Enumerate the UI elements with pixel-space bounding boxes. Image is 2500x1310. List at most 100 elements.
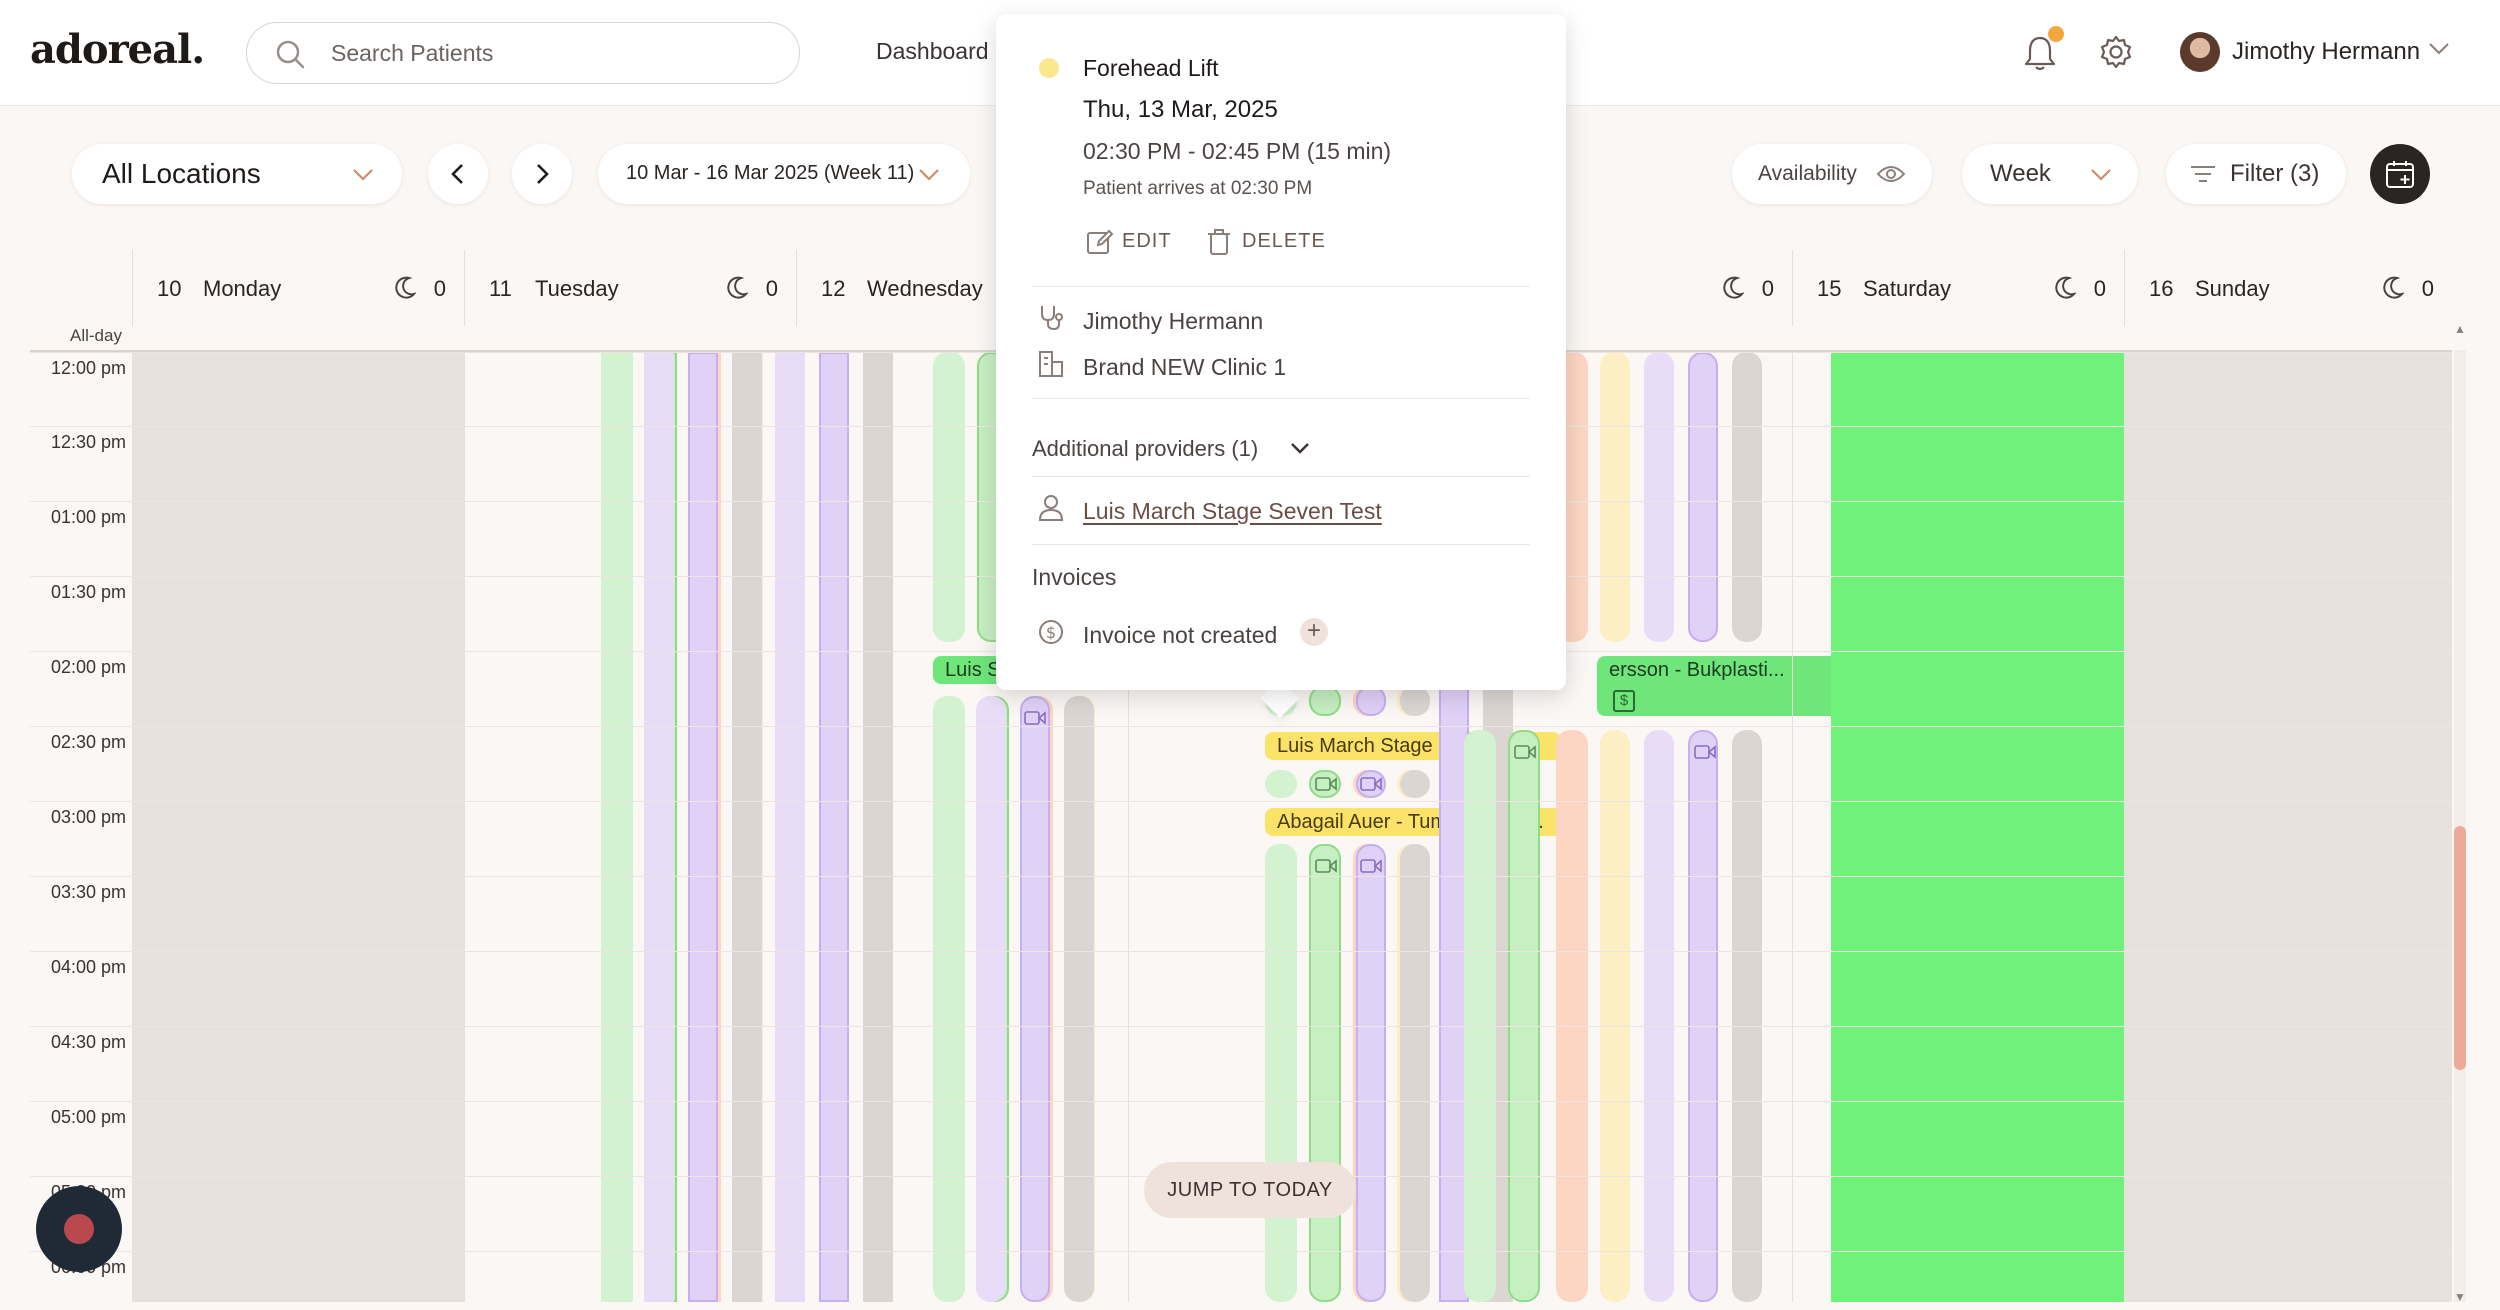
provider-lane <box>1600 352 1630 642</box>
chevron-down-icon <box>2091 169 2111 181</box>
provider-lane <box>1309 844 1341 1302</box>
provider-lane <box>1309 686 1341 716</box>
invoice-icon: $ <box>1613 690 1635 712</box>
day-header-row: 10 Monday 0 11 Tuesday 0 12 Wednesday ay… <box>132 250 2452 326</box>
time-column: 12:00 pm 12:30 pm 01:00 pm 01:30 pm 02:0… <box>0 352 2452 1302</box>
day-column-saturday[interactable] <box>1792 352 2127 1302</box>
location-select[interactable]: All Locations <box>72 144 402 204</box>
appointment-date: Thu, 13 Mar, 2025 <box>1083 96 1278 123</box>
week-range-select[interactable]: 10 Mar - 16 Mar 2025 (Week 11) <box>598 144 970 204</box>
provider-lane <box>933 696 965 1302</box>
provider-lane <box>1400 686 1430 716</box>
appointment-title: Forehead Lift <box>1083 55 1219 81</box>
day-header-sunday[interactable]: 16 Sunday 0 <box>2124 250 2452 326</box>
scroll-up-icon[interactable]: ▲ <box>2454 322 2466 336</box>
next-week-button[interactable] <box>512 144 572 204</box>
patient-arrival: Patient arrives at 02:30 PM <box>1083 178 1313 199</box>
provider-lane <box>1644 352 1674 642</box>
availability-block <box>1831 352 2127 1302</box>
app-logo[interactable]: adoreal. <box>30 26 205 73</box>
view-select-value: Week <box>1990 160 2051 187</box>
day-number: 12 <box>821 276 846 301</box>
divider <box>1032 398 1530 399</box>
chevron-down-icon <box>353 169 373 181</box>
day-number: 11 <box>489 276 512 301</box>
time-label: 01:00 pm <box>50 507 126 527</box>
provider-lane <box>933 352 965 642</box>
provider-lane <box>732 352 762 1302</box>
filter-button[interactable]: Filter (3) <box>2166 144 2346 204</box>
day-header-wednesday[interactable]: 12 Wednesday <box>796 250 1128 326</box>
video-icon <box>1024 711 1046 725</box>
new-appointment-button[interactable] <box>2370 144 2430 204</box>
chat-widget-button[interactable] <box>36 1186 122 1272</box>
provider-lane <box>688 352 718 1302</box>
availability-label: Availability <box>1758 162 1857 185</box>
day-name: Tuesday <box>535 276 619 301</box>
time-label: 02:30 pm <box>50 732 126 752</box>
provider-lane <box>863 352 893 1302</box>
week-range-value: 10 Mar - 16 Mar 2025 (Week 11) <box>626 162 915 184</box>
video-icon <box>1514 745 1536 759</box>
provider-lane <box>1732 730 1762 1302</box>
allday-label: All-day <box>70 326 122 345</box>
nav-dashboard[interactable]: Dashboard <box>876 38 989 64</box>
provider-lane <box>1265 770 1297 798</box>
additional-providers-toggle[interactable]: Additional providers (1) <box>1032 436 1259 461</box>
notification-badge <box>2048 26 2064 42</box>
chevron-left-icon <box>451 164 463 184</box>
day-header-monday[interactable]: 10 Monday 0 <box>132 250 464 326</box>
scroll-down-icon[interactable]: ▼ <box>2454 1290 2466 1304</box>
day-header-tuesday[interactable]: 11 Tuesday 0 <box>464 250 796 326</box>
chevron-right-icon <box>537 164 549 184</box>
provider-lane <box>775 352 805 1302</box>
day-name: Sunday <box>2195 276 2270 301</box>
search-input[interactable] <box>331 33 771 73</box>
provider-lane <box>1688 730 1718 1302</box>
day-number: 16 <box>2149 276 2174 301</box>
day-count: 0 <box>2421 276 2434 301</box>
day-column-sunday[interactable] <box>2124 352 2452 1302</box>
trash-icon <box>1208 229 1230 255</box>
moon-icon <box>1723 276 1744 299</box>
day-count: 0 <box>1761 276 1774 301</box>
invoices-heading: Invoices <box>1032 564 1117 590</box>
availability-toggle[interactable]: Availability <box>1732 144 1932 204</box>
view-select[interactable]: Week <box>1962 144 2138 204</box>
moon-icon <box>2055 276 2076 299</box>
patient-link[interactable]: Luis March Stage Seven Test <box>1083 498 1382 524</box>
chevron-down-icon <box>919 169 939 181</box>
scrollbar-thumb[interactable] <box>2454 826 2466 1070</box>
time-label: 04:00 pm <box>50 957 126 977</box>
delete-label: DELETE <box>1242 230 1326 252</box>
provider-lane <box>1265 844 1297 1302</box>
gear-icon[interactable] <box>2098 34 2134 70</box>
add-invoice-button[interactable]: + <box>1300 618 1328 646</box>
edit-icon <box>1087 229 1114 254</box>
provider-lane <box>976 696 1006 1302</box>
divider <box>1032 286 1530 287</box>
day-number: 15 <box>1817 276 1842 301</box>
search-box <box>246 22 800 84</box>
avatar[interactable] <box>2180 32 2220 72</box>
time-label: 03:00 pm <box>50 807 126 827</box>
day-column-monday[interactable] <box>132 352 464 1302</box>
video-icon <box>1315 777 1337 791</box>
appointment-popup: Forehead Lift Thu, 13 Mar, 2025 02:30 PM… <box>996 14 1566 690</box>
chevron-down-icon[interactable] <box>2428 42 2450 56</box>
video-icon <box>1315 859 1337 873</box>
user-name[interactable]: Jimothy Hermann <box>2232 38 2421 65</box>
prev-week-button[interactable] <box>428 144 488 204</box>
provider-lane <box>1020 696 1050 1302</box>
chevron-down-icon[interactable] <box>1290 442 1310 456</box>
bell-icon[interactable] <box>2022 34 2058 72</box>
day-header-saturday[interactable]: 15 Saturday 0 <box>1792 250 2124 326</box>
time-label: 05:00 pm <box>50 1107 126 1127</box>
day-count: 0 <box>2093 276 2106 301</box>
calendar-plus-icon <box>2386 161 2414 188</box>
jump-to-today-button[interactable]: JUMP TO TODAY <box>1144 1162 1356 1218</box>
clinic-name: Brand NEW Clinic 1 <box>1083 354 1287 380</box>
hour-line <box>30 726 2452 727</box>
divider <box>1032 544 1530 545</box>
day-name: Wednesday <box>867 276 983 301</box>
